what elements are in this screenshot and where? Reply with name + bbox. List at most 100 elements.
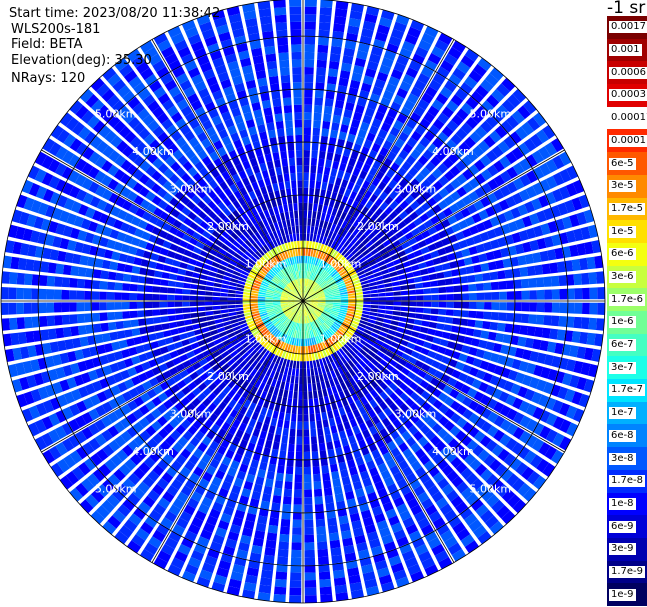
radar-gate bbox=[270, 417, 278, 427]
radar-gate bbox=[318, 158, 325, 167]
radar-gate bbox=[317, 427, 324, 437]
radar-gate bbox=[114, 407, 125, 420]
radar-gate bbox=[127, 96, 141, 110]
radar-gate bbox=[317, 303, 326, 306]
radar-gate bbox=[462, 408, 474, 420]
radar-gate bbox=[208, 483, 219, 494]
radar-gate bbox=[250, 339, 258, 347]
radar-gate bbox=[432, 337, 442, 345]
radar-gate bbox=[361, 564, 374, 574]
radar-gate bbox=[588, 272, 597, 285]
radar-gate bbox=[219, 411, 229, 421]
radar-gate bbox=[212, 396, 222, 407]
radar-gate bbox=[526, 265, 536, 276]
radar-gate bbox=[402, 125, 413, 136]
radar-gate bbox=[437, 279, 446, 286]
radar-gate bbox=[330, 45, 342, 55]
radar-gate bbox=[323, 273, 330, 280]
radar-gate bbox=[391, 315, 400, 321]
radar-gate bbox=[379, 201, 389, 211]
radar-gate bbox=[352, 261, 360, 268]
radar-gate bbox=[389, 402, 399, 412]
radar-gate bbox=[176, 99, 189, 111]
radar-gate bbox=[296, 429, 303, 437]
radar-gate bbox=[445, 451, 457, 463]
radar-gate bbox=[511, 110, 525, 124]
radar-gate bbox=[282, 326, 288, 334]
radar-gate bbox=[290, 572, 302, 581]
radar-gate bbox=[235, 301, 243, 305]
radar-gate bbox=[179, 353, 189, 362]
radar-gate bbox=[257, 592, 271, 602]
radar-gate bbox=[351, 346, 359, 355]
radar-gate bbox=[258, 289, 267, 293]
radar-gate bbox=[295, 368, 299, 377]
radar-gate bbox=[295, 330, 299, 339]
radar-gate bbox=[88, 369, 99, 381]
radar-gate bbox=[323, 331, 330, 339]
radar-gate bbox=[133, 82, 147, 95]
radar-gate bbox=[458, 372, 469, 383]
radar-gate bbox=[142, 211, 153, 222]
radar-gate bbox=[320, 212, 326, 221]
radar-gate bbox=[259, 162, 267, 172]
radar-gate bbox=[264, 547, 276, 557]
radar-gate bbox=[208, 108, 219, 119]
radar-gate bbox=[499, 291, 507, 300]
radar-gate bbox=[386, 43, 399, 54]
radar-gate bbox=[225, 177, 235, 187]
radar-gate bbox=[282, 496, 292, 505]
radar-gate bbox=[398, 149, 409, 160]
radar-gate bbox=[245, 473, 256, 483]
radar-gate bbox=[362, 516, 374, 527]
radar-gate bbox=[310, 272, 314, 280]
radar-gate bbox=[57, 250, 67, 262]
radar-gate bbox=[153, 32, 168, 46]
radar-gate bbox=[323, 340, 330, 348]
radar-gate bbox=[274, 403, 281, 412]
radar-gate bbox=[274, 264, 281, 272]
radar-gate bbox=[111, 341, 121, 351]
radar-gate bbox=[334, 225, 341, 234]
radar-gate bbox=[341, 373, 348, 382]
radar-gate bbox=[167, 25, 182, 38]
radar-gate bbox=[21, 408, 34, 423]
radar-gate bbox=[325, 255, 332, 263]
radar-gate bbox=[545, 397, 557, 411]
radar-gate bbox=[515, 462, 528, 476]
radar-gate bbox=[23, 197, 35, 211]
radar-gate bbox=[258, 508, 269, 517]
radar-gate bbox=[172, 92, 185, 104]
radar-gate bbox=[213, 257, 222, 264]
radar-gate bbox=[130, 319, 139, 328]
radar-gate bbox=[306, 315, 309, 324]
radar-gate bbox=[238, 495, 250, 505]
radar-gate bbox=[306, 233, 310, 241]
radar-gate bbox=[427, 226, 438, 236]
radar-gate bbox=[241, 371, 250, 381]
radar-gate bbox=[458, 239, 468, 249]
radar-gate bbox=[305, 248, 309, 256]
radar-gate bbox=[338, 338, 346, 346]
radar-gate bbox=[132, 408, 144, 420]
radar-gate bbox=[320, 404, 326, 413]
radar-gate bbox=[197, 392, 207, 402]
radar-gate bbox=[309, 292, 316, 297]
radar-gate bbox=[332, 160, 340, 170]
radar-gate bbox=[276, 396, 282, 405]
radar-gate bbox=[349, 79, 361, 90]
radar-gate bbox=[293, 322, 297, 331]
radar-gate bbox=[322, 357, 327, 366]
radar-gate bbox=[421, 230, 431, 239]
radar-gate bbox=[377, 309, 386, 314]
radar-gate bbox=[438, 229, 448, 239]
radar-gate bbox=[57, 129, 70, 144]
radar-gate bbox=[217, 445, 227, 456]
radar-gate bbox=[545, 429, 558, 443]
radar-gate bbox=[292, 280, 297, 288]
radar-gate bbox=[197, 459, 208, 471]
radar-gate bbox=[347, 360, 355, 368]
radar-gate bbox=[475, 311, 484, 319]
radar-gate bbox=[467, 387, 478, 399]
radar-gate bbox=[317, 44, 329, 54]
